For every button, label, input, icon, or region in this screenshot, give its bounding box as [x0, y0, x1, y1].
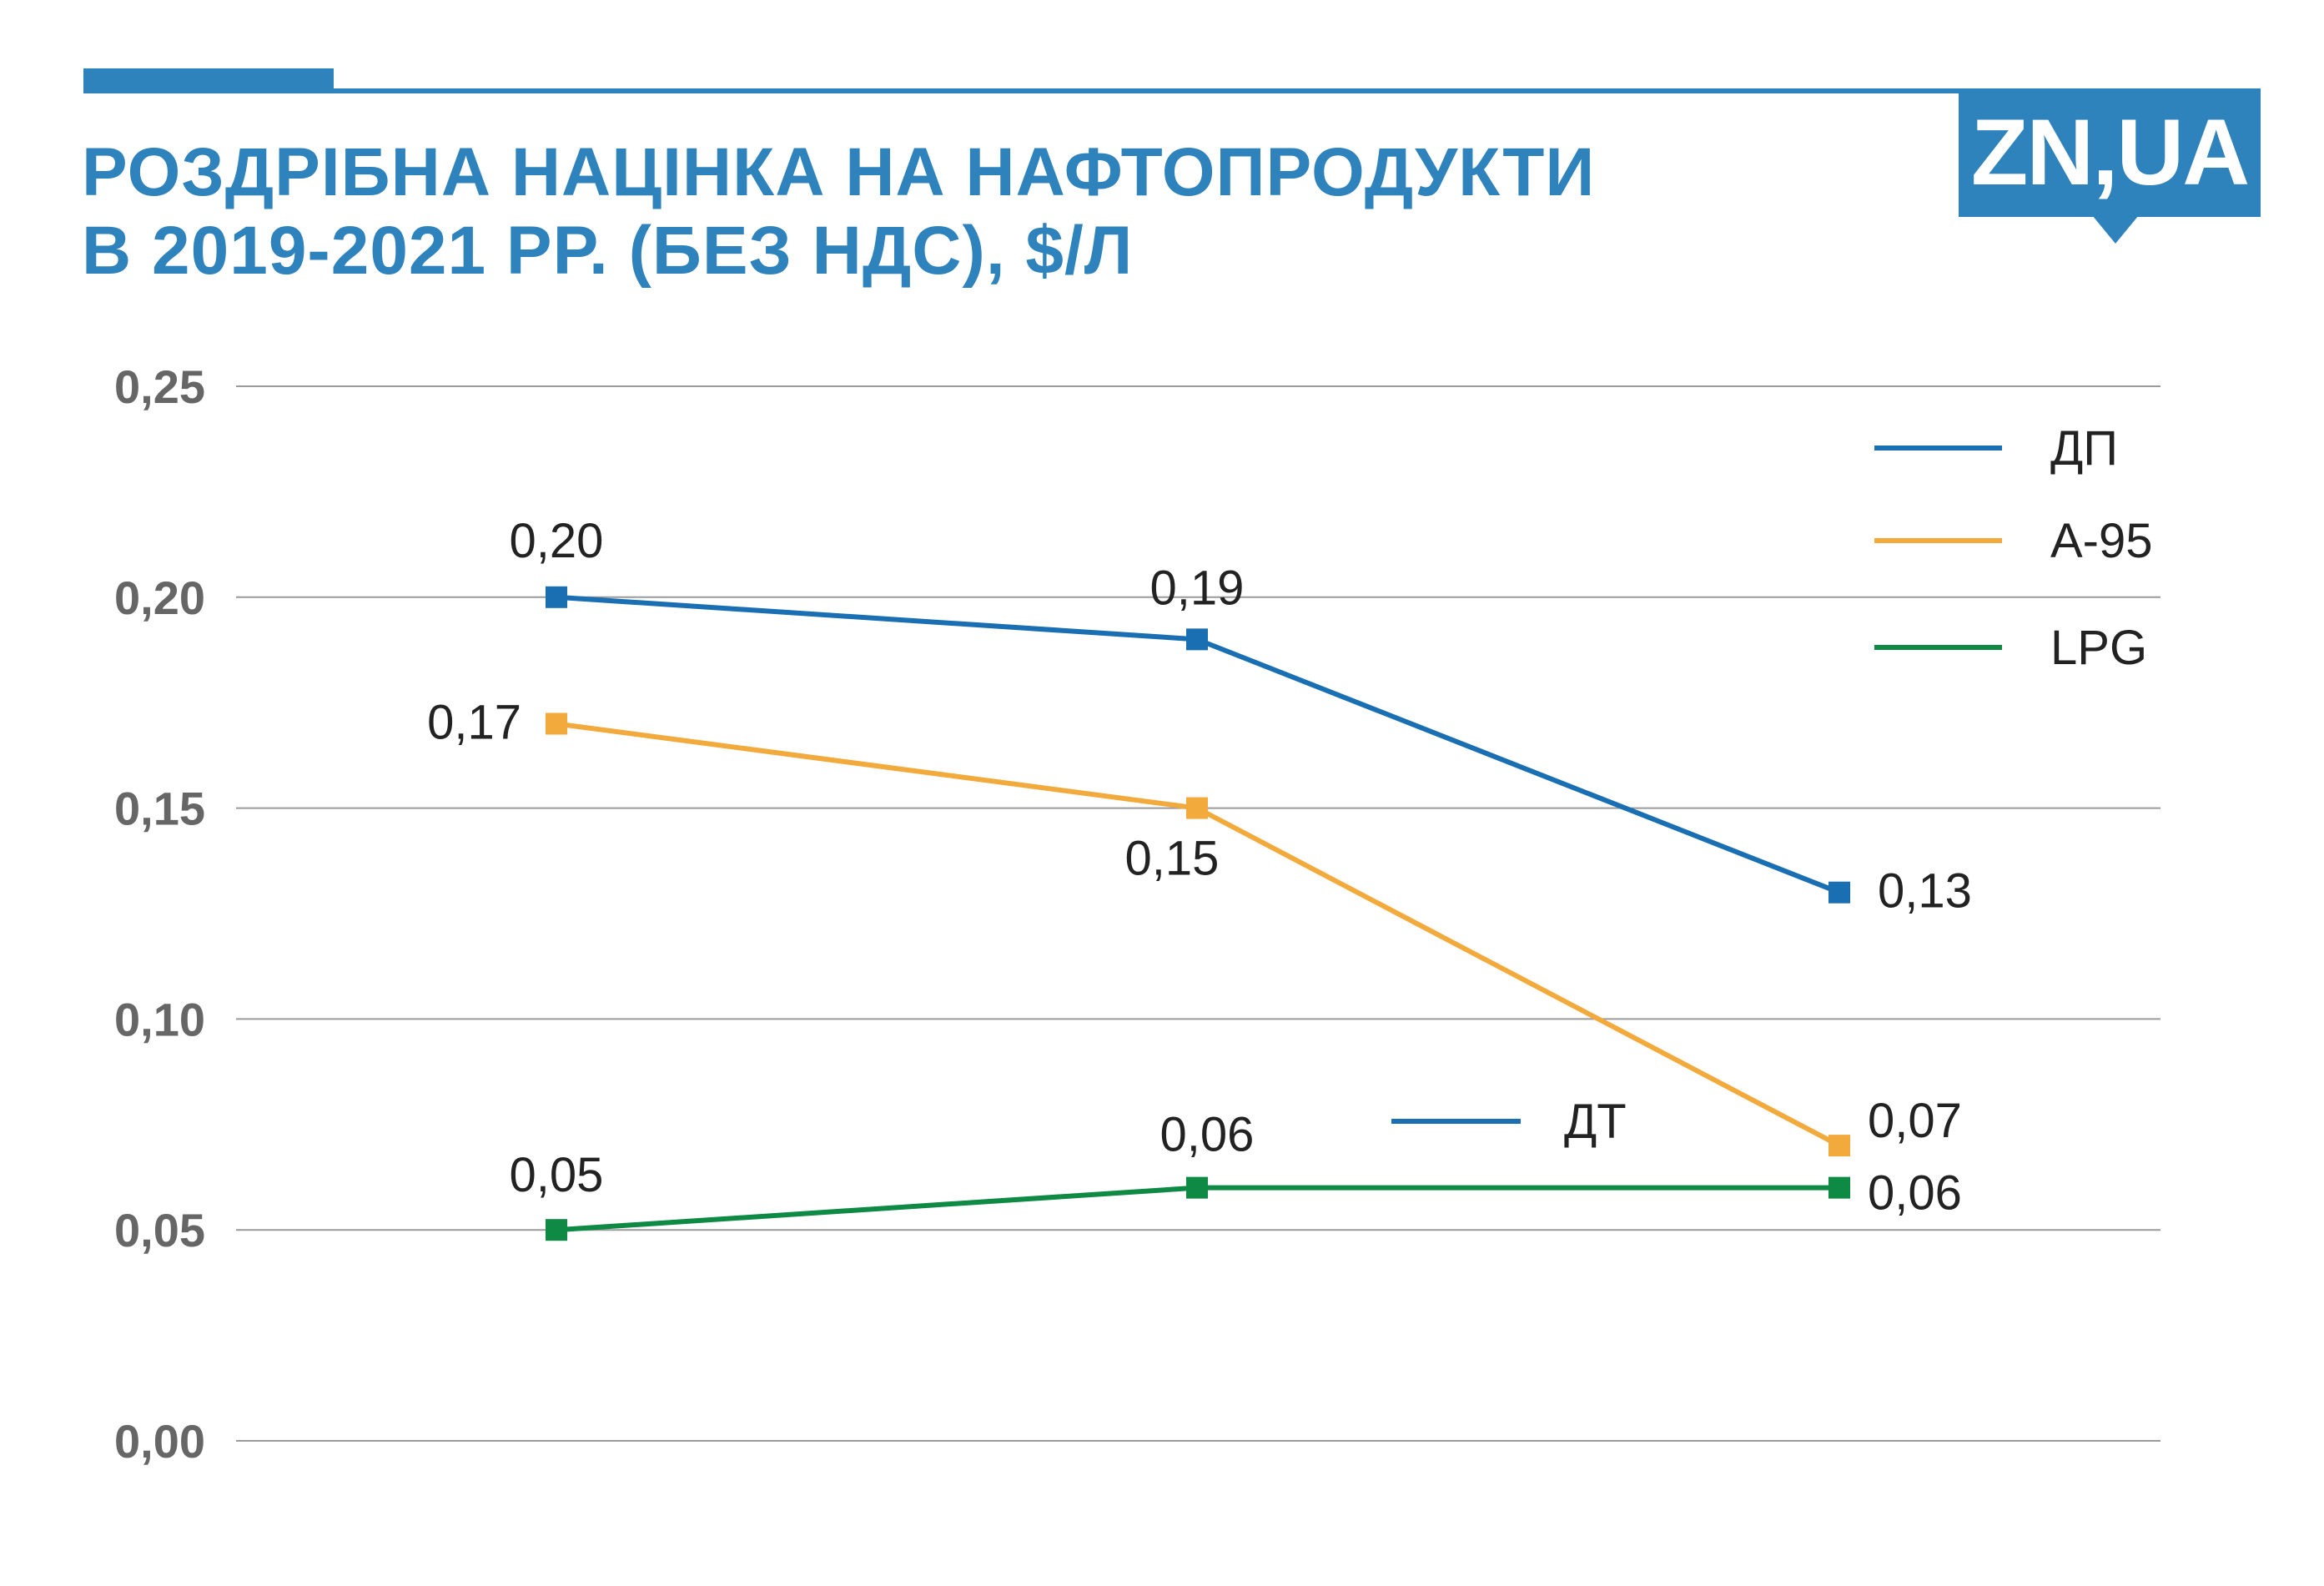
data-labels: 0,20 0,19 0,13 0,17 0,15 0,07 0,05 0,06 0,06 [427, 514, 1972, 1221]
zn-ua-logo: ZN,UA [1959, 88, 2261, 244]
data-point [1829, 881, 1850, 904]
y-tick-label: 0,25 [114, 360, 205, 413]
legend: ДП А-95 LPG ДТ [1391, 421, 2153, 1149]
data-label: 0,07 [1868, 1094, 1962, 1148]
data-label: 0,06 [1160, 1108, 1255, 1162]
data-label: 0,17 [427, 695, 521, 749]
data-label: 0,05 [510, 1148, 604, 1202]
data-label: 0,13 [1878, 864, 1972, 919]
legend-label: А-95 [2050, 514, 2153, 568]
data-point [1186, 1176, 1208, 1199]
data-point [1829, 1176, 1850, 1199]
data-point [1186, 797, 1208, 819]
y-tick-label: 0,20 [114, 571, 205, 624]
data-point [546, 586, 567, 608]
series-lines [546, 586, 1850, 1241]
y-tick-label: 0,05 [114, 1204, 205, 1256]
data-label: 0,06 [1868, 1166, 1962, 1221]
logo-text: ZN,UA [1970, 100, 2250, 204]
chart-title-line-2: В 2019-2021 РР. (БЕЗ НДС), $/Л [82, 213, 1134, 289]
y-tick-label: 0,00 [114, 1415, 205, 1468]
y-axis-ticks: 0,00 0,05 0,10 0,15 0,20 0,25 [114, 360, 205, 1468]
legend-label: ДТ [1564, 1095, 1627, 1149]
legend-label: LPG [2050, 621, 2147, 675]
data-label: 0,19 [1150, 561, 1245, 615]
y-tick-label: 0,15 [114, 783, 205, 835]
data-point [1186, 628, 1208, 651]
chart-title-line-1: РОЗДРІБНА НАЦІНКА НА НАФТОПРОДУКТИ [82, 134, 1596, 210]
data-label: 0,15 [1125, 832, 1220, 886]
chart-title: РОЗДРІБНА НАЦІНКА НА НАФТОПРОДУКТИ В 201… [82, 133, 1595, 290]
data-point [546, 1219, 567, 1241]
y-tick-label: 0,10 [114, 993, 205, 1045]
logo-speech-tail [2092, 215, 2139, 244]
title-rule [83, 88, 2256, 93]
data-point [546, 712, 567, 735]
series-line [556, 721, 1841, 1148]
legend-label: ДП [2050, 421, 2118, 476]
data-label: 0,20 [510, 514, 604, 568]
data-point [1829, 1135, 1850, 1157]
